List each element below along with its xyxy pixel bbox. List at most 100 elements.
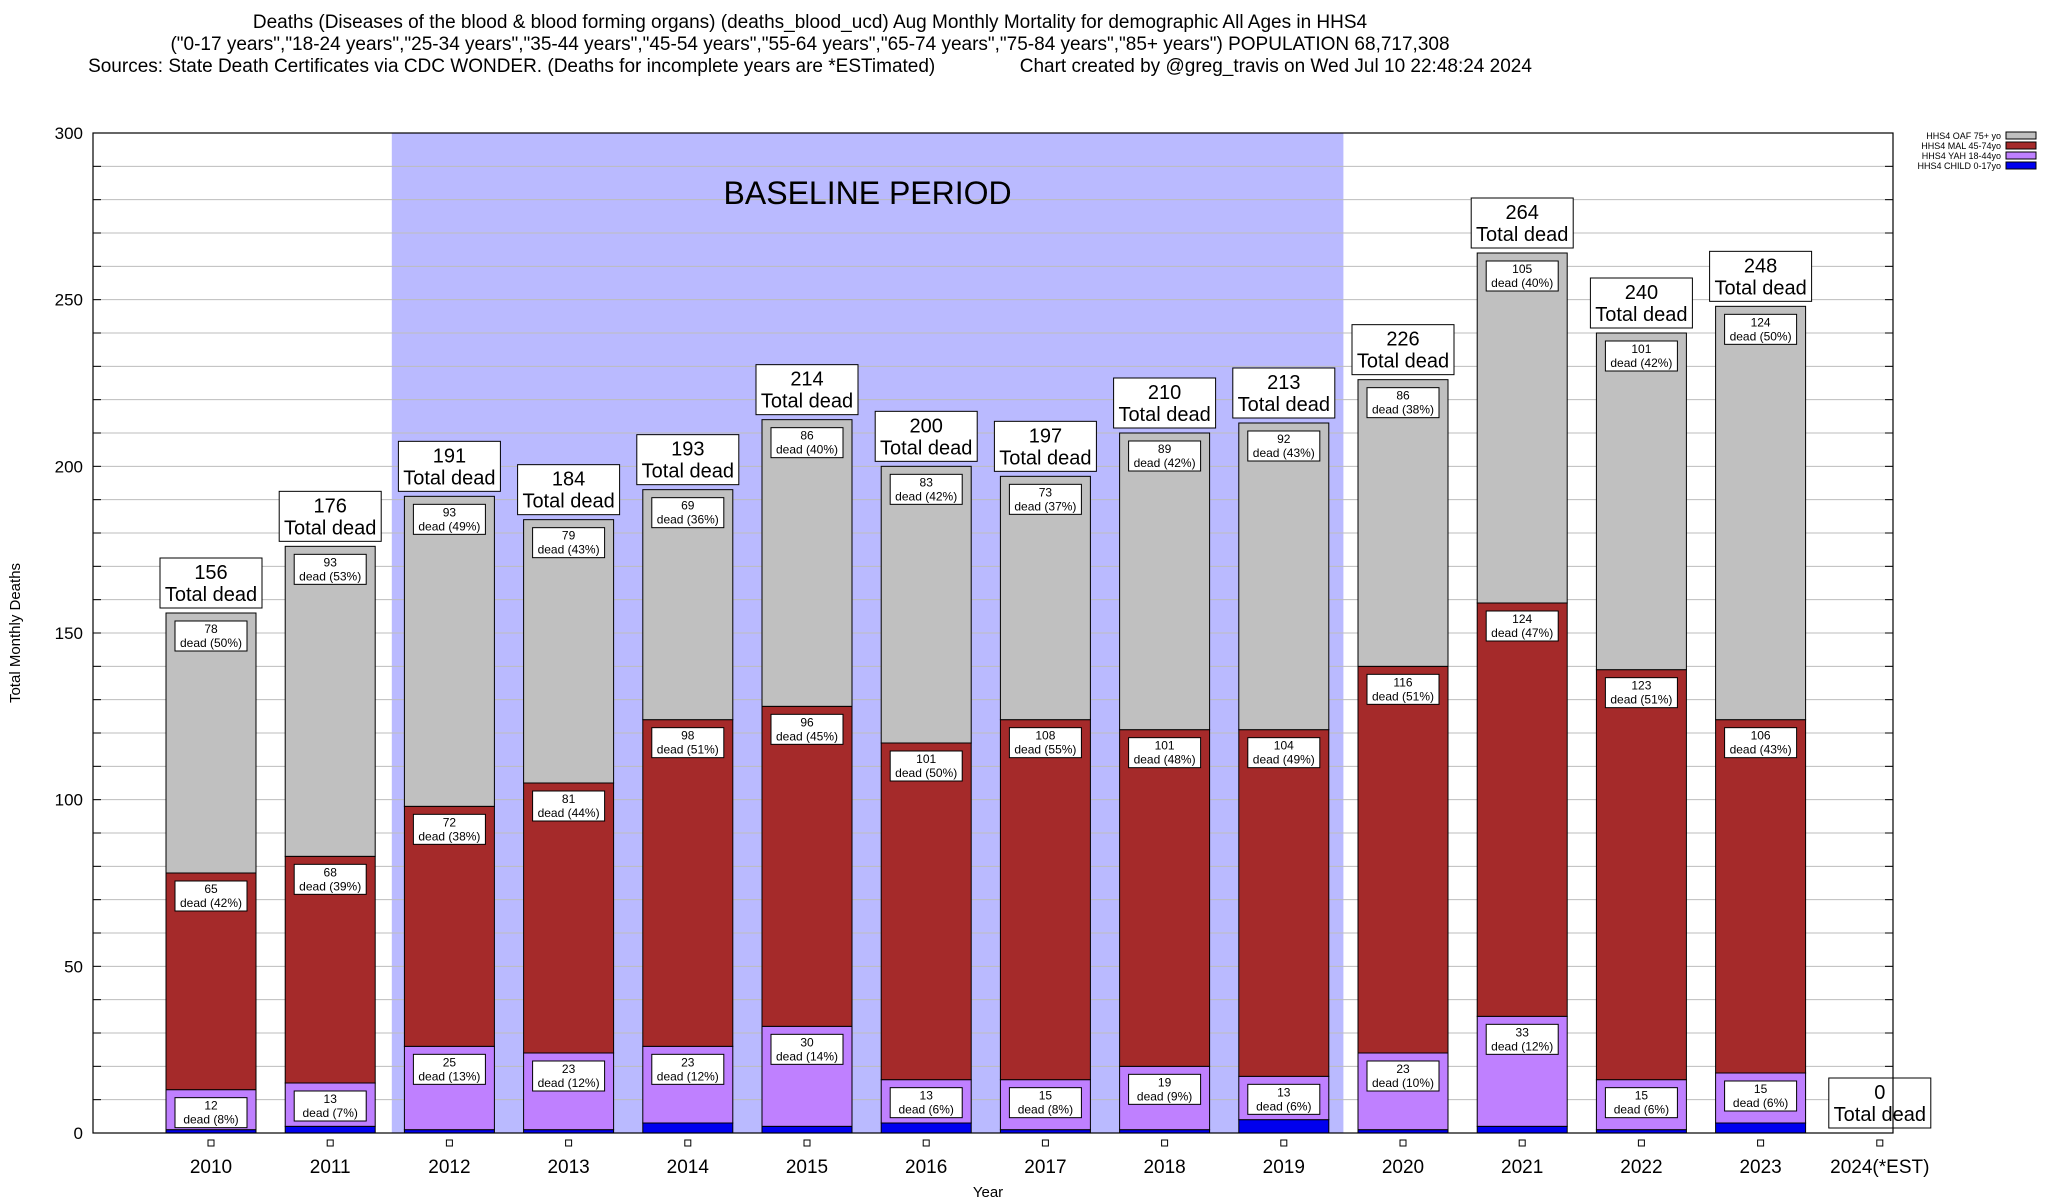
total-value-label: 193	[671, 439, 704, 461]
segment-label-box	[1366, 387, 1440, 419]
segment-percent-label: dead (38%)	[1372, 403, 1434, 417]
bar-segment	[642, 719, 734, 1047]
segment-percent-label: dead (37%)	[1014, 499, 1076, 513]
segment-label-box	[1724, 1080, 1798, 1112]
bar-segment	[1715, 305, 1807, 721]
x-tick-label: 2013	[547, 1157, 589, 1178]
segment-label-box	[1724, 727, 1798, 759]
segment-value-label: 89	[1158, 442, 1172, 456]
segment-percent-label: dead (10%)	[1372, 1076, 1434, 1090]
bar-segment	[523, 519, 615, 784]
x-tick-label: 2021	[1501, 1157, 1543, 1178]
segment-value-label: 19	[1158, 1075, 1172, 1089]
segment-value-label: 101	[916, 752, 936, 766]
segment-label-box	[174, 880, 248, 912]
y-tick-label: 0	[74, 1124, 83, 1143]
x-tick-label: 2014	[667, 1157, 710, 1178]
segment-percent-label: dead (7%)	[303, 1106, 358, 1120]
total-label-box	[1232, 367, 1336, 419]
bar-segment	[284, 545, 376, 857]
total-text-label: Total dead	[642, 461, 734, 483]
total-label-box	[397, 440, 501, 492]
year-marker	[1518, 1139, 1526, 1147]
segment-percent-label: dead (39%)	[299, 879, 361, 893]
x-tick-label: 2017	[1024, 1157, 1066, 1178]
segment-value-label: 105	[1512, 262, 1532, 276]
segment-value-label: 15	[1754, 1082, 1768, 1096]
x-tick-label: 2012	[428, 1157, 470, 1178]
x-tick-label: 2022	[1620, 1157, 1662, 1178]
total-label-box	[1351, 324, 1455, 376]
segment-label-box	[532, 527, 606, 559]
y-tick-label: 200	[55, 457, 83, 476]
segment-percent-label: dead (14%)	[776, 1049, 838, 1063]
total-text-label: Total dead	[1714, 277, 1806, 299]
segment-value-label: 86	[800, 429, 814, 443]
total-label-box	[874, 410, 978, 462]
total-text-label: Total dead	[284, 517, 376, 539]
segment-label-box	[293, 553, 367, 585]
x-axis-title: Year	[973, 1184, 1003, 1200]
total-text-label: Total dead	[1118, 404, 1210, 426]
bar-segment	[1476, 602, 1568, 1017]
segment-percent-label: dead (8%)	[1018, 1103, 1073, 1117]
segment-value-label: 65	[204, 882, 218, 896]
segment-value-label: 23	[681, 1055, 695, 1069]
bar-segment	[761, 1125, 853, 1134]
total-label-box	[1828, 1077, 1932, 1129]
total-text-label: Total dead	[522, 491, 614, 513]
segment-value-label: 30	[800, 1035, 814, 1049]
plot-frame	[92, 132, 1894, 1134]
segment-percent-label: dead (55%)	[1014, 743, 1076, 757]
total-value-label: 0	[1874, 1082, 1885, 1104]
legend-swatch	[2005, 151, 2037, 160]
total-text-label: Total dead	[1476, 224, 1568, 246]
total-label-box	[517, 464, 621, 516]
x-tick-label: 2018	[1143, 1157, 1185, 1178]
segment-percent-label: dead (53%)	[299, 569, 361, 583]
segment-percent-label: dead (43%)	[538, 543, 600, 557]
total-label-box	[1470, 197, 1574, 249]
total-label-box	[1709, 250, 1813, 302]
total-value-label: 191	[433, 445, 466, 467]
bar-segment	[1238, 422, 1330, 731]
x-tick-label: 2010	[190, 1157, 232, 1178]
segment-percent-label: dead (50%)	[180, 636, 242, 650]
chart-title: Deaths (Diseases of the blood & blood fo…	[0, 12, 1620, 78]
bar-segment	[165, 612, 257, 874]
bar-segment	[284, 1125, 376, 1134]
bar-segment	[523, 782, 615, 1054]
year-marker	[1399, 1139, 1407, 1147]
bar-segment	[1119, 432, 1211, 731]
segment-value-label: 101	[1631, 342, 1651, 356]
bar-segment	[1476, 252, 1568, 604]
segment-percent-label: dead (47%)	[1491, 626, 1553, 640]
segment-value-label: 13	[920, 1089, 934, 1103]
bar-segment	[403, 495, 495, 807]
total-value-label: 156	[194, 562, 227, 584]
segment-percent-label: dead (6%)	[899, 1103, 954, 1117]
year-marker	[445, 1139, 453, 1147]
total-text-label: Total dead	[880, 437, 972, 459]
year-marker	[1041, 1139, 1049, 1147]
year-marker	[803, 1139, 811, 1147]
legend-label: HHS4 OAF 75+ yo	[1926, 131, 2001, 141]
segment-percent-label: dead (51%)	[1610, 693, 1672, 707]
bar-segment	[642, 1122, 734, 1134]
segment-label-box	[1128, 440, 1202, 472]
segment-percent-label: dead (42%)	[895, 489, 957, 503]
segment-value-label: 23	[562, 1062, 576, 1076]
segment-label-box	[1604, 677, 1678, 709]
segment-label-box	[1366, 1060, 1440, 1092]
segment-value-label: 101	[1155, 739, 1175, 753]
bar-segment	[1595, 669, 1687, 1081]
segment-value-label: 15	[1039, 1089, 1053, 1103]
segment-percent-label: dead (6%)	[1614, 1103, 1669, 1117]
year-marker	[1876, 1139, 1884, 1147]
segment-value-label: 108	[1035, 729, 1055, 743]
title-line-3: Sources: State Death Certificates via CD…	[88, 56, 1532, 77]
segment-value-label: 68	[324, 865, 338, 879]
year-marker	[1161, 1139, 1169, 1147]
total-value-label: 264	[1506, 202, 1539, 224]
segment-label-box	[293, 863, 367, 895]
